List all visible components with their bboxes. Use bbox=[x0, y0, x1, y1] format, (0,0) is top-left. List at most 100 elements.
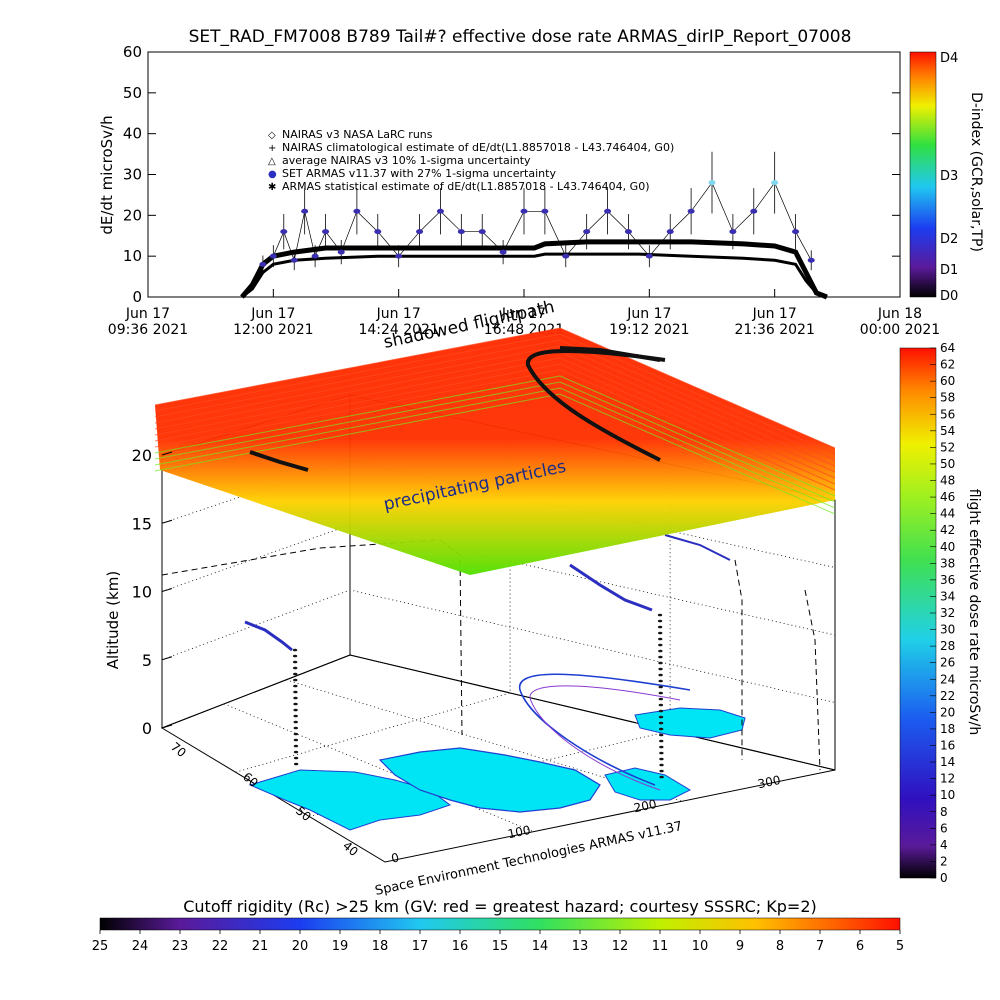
top-y-axis-label: dE/dt microSv/h bbox=[98, 115, 116, 234]
dose-colorbar-tick-label: 34 bbox=[940, 589, 955, 603]
map-landmass-central bbox=[378, 747, 601, 813]
dose-colorbar-tick-label: 16 bbox=[940, 739, 955, 753]
top-y-tick-label: 30 bbox=[123, 166, 142, 184]
altitude-column-right bbox=[657, 631, 663, 635]
dose-colorbar-tick-label: 42 bbox=[940, 523, 955, 537]
series-set-armas-point bbox=[771, 180, 779, 186]
dose-slab-stripe bbox=[154, 393, 836, 515]
dose-slab-stripe bbox=[154, 375, 836, 497]
rc-colorbar-tick-label: 5 bbox=[896, 939, 904, 954]
dose-slab-stripe bbox=[154, 339, 836, 461]
altitude-column-left bbox=[292, 666, 298, 670]
legend-symbol-1: ◇ bbox=[268, 130, 276, 141]
dose-colorbar-tick-label: 58 bbox=[940, 391, 955, 405]
rc-colorbar-tick-label: 10 bbox=[692, 939, 709, 954]
altitude-column-left bbox=[293, 684, 298, 688]
series-set-armas-point bbox=[729, 229, 737, 235]
dose-slab-stripe bbox=[154, 381, 836, 503]
rc-colorbar bbox=[99, 917, 901, 931]
series-set-armas-point bbox=[520, 208, 528, 214]
series-set-armas-point bbox=[624, 229, 632, 235]
dose-colorbar-tick-label: 18 bbox=[940, 722, 955, 736]
dose-colorbar-tick-label: 30 bbox=[940, 623, 955, 637]
slab-flightpath-top bbox=[559, 346, 661, 362]
dose-colorbar-tick-label: 28 bbox=[940, 639, 955, 653]
dose-colorbar-ticks: 0246810121416182022242628303234363840424… bbox=[930, 341, 955, 885]
top-x-tick-line1: Jun 17 bbox=[125, 306, 170, 322]
series-set-armas-point bbox=[583, 229, 591, 235]
altitude-tick-mark bbox=[161, 724, 173, 729]
altitude-column-right bbox=[658, 673, 663, 677]
floor-plane bbox=[160, 654, 836, 863]
top-x-tick-line2: 21:36 2021 bbox=[734, 322, 814, 338]
altitude-column-left bbox=[293, 690, 298, 694]
altitude-column-right bbox=[658, 727, 664, 731]
top-x-tick-line2: 12:00 2021 bbox=[233, 322, 313, 338]
series-set-armas-point bbox=[416, 229, 424, 235]
altitude-tick-mark bbox=[161, 588, 173, 592]
dashed-trace-right bbox=[734, 559, 743, 760]
series-set-armas-point bbox=[290, 257, 298, 263]
rc-colorbar-tick-label: 20 bbox=[292, 939, 309, 954]
altitude-column-left bbox=[292, 660, 298, 664]
dose-colorbar-tick-label: 50 bbox=[940, 457, 955, 471]
altitude-tick-label: 15 bbox=[132, 514, 152, 533]
altitude-column-right bbox=[658, 667, 663, 671]
series-set-armas-point bbox=[395, 253, 403, 259]
rc-colorbar-tick-label: 8 bbox=[776, 939, 784, 954]
altitude-column-left bbox=[293, 702, 298, 706]
top-x-tick-line1: Jun 17 bbox=[250, 306, 295, 322]
altitude-column-left bbox=[293, 756, 299, 760]
rc-colorbar-tick-label: 13 bbox=[572, 939, 589, 954]
rc-colorbar-tick-label: 14 bbox=[532, 939, 549, 954]
ground-track-inner bbox=[529, 685, 681, 791]
dose-colorbar-tick-label: 10 bbox=[940, 788, 955, 802]
top-x-tick-line1: Jun 18 bbox=[877, 306, 922, 322]
dose-colorbar-tick-label: 12 bbox=[940, 772, 955, 786]
floor-y-tick-label: 40 bbox=[340, 839, 361, 860]
dashed-trace-far bbox=[804, 589, 821, 771]
rc-colorbar-tick-label: 12 bbox=[612, 939, 629, 954]
dindex-tick-d4: D4 bbox=[940, 51, 958, 66]
altitude-column-left bbox=[293, 708, 298, 712]
dose-colorbar-tick-label: 4 bbox=[940, 838, 948, 852]
dose-colorbar-tick-label: 64 bbox=[940, 341, 955, 355]
bottom-panel: shadowed flightpath precipitating partic… bbox=[92, 297, 982, 954]
legend-entry-nairas-climatological: NAIRAS climatological estimate of dE/dt(… bbox=[282, 141, 674, 154]
chart-title: SET_RAD_FM7008 B789 Tail#? effective dos… bbox=[189, 27, 852, 47]
dindex-tick-d3: D3 bbox=[940, 169, 958, 184]
top-y-ticks: 0 10 20 30 40 50 60 bbox=[123, 43, 900, 306]
series-set-armas-point bbox=[457, 229, 465, 235]
altitude-column-right bbox=[659, 775, 664, 779]
altitude-tick-mark bbox=[161, 656, 173, 661]
dose-slab-stripe bbox=[154, 327, 836, 449]
dose-slab-stripe bbox=[154, 333, 836, 455]
dose-colorbar-tick-label: 62 bbox=[940, 358, 955, 372]
rc-colorbar-tick-label: 15 bbox=[492, 939, 509, 954]
series-set-armas-point bbox=[478, 229, 486, 235]
legend-entry-nairas-uncertainty: average NAIRAS v3 10% 1-sigma uncertaint… bbox=[282, 154, 531, 167]
dose-slab bbox=[155, 328, 835, 575]
series-set-armas-point bbox=[269, 253, 277, 259]
rc-colorbar-tick-label: 17 bbox=[412, 939, 429, 954]
altitude-column-right bbox=[658, 703, 664, 707]
series-set-armas-point bbox=[792, 229, 800, 235]
altitude-column-right bbox=[659, 769, 664, 773]
altitude-column-right bbox=[658, 643, 663, 647]
altitude-tick-mark bbox=[161, 519, 173, 524]
rc-colorbar-tick-label: 18 bbox=[372, 939, 389, 954]
ground-track-outer bbox=[518, 673, 691, 786]
altitude-column-right bbox=[659, 739, 664, 743]
top-y-tick-label: 10 bbox=[123, 247, 142, 265]
rc-colorbar-tick-label: 24 bbox=[132, 939, 149, 954]
top-x-tick-line2: 14:24 2021 bbox=[358, 322, 438, 338]
top-x-tick-line2: 00:00 2021 bbox=[860, 322, 940, 338]
series-set-armas-point bbox=[499, 249, 507, 255]
altitude-column-right bbox=[658, 679, 663, 683]
dose-slab-stripe bbox=[154, 363, 836, 485]
ground-track bbox=[518, 673, 691, 791]
legend-symbol-4: ● bbox=[268, 169, 277, 180]
altitude-column-right bbox=[657, 619, 663, 623]
dose-slab-stripe bbox=[154, 369, 836, 491]
dose-colorbar-tick-label: 44 bbox=[940, 507, 955, 521]
